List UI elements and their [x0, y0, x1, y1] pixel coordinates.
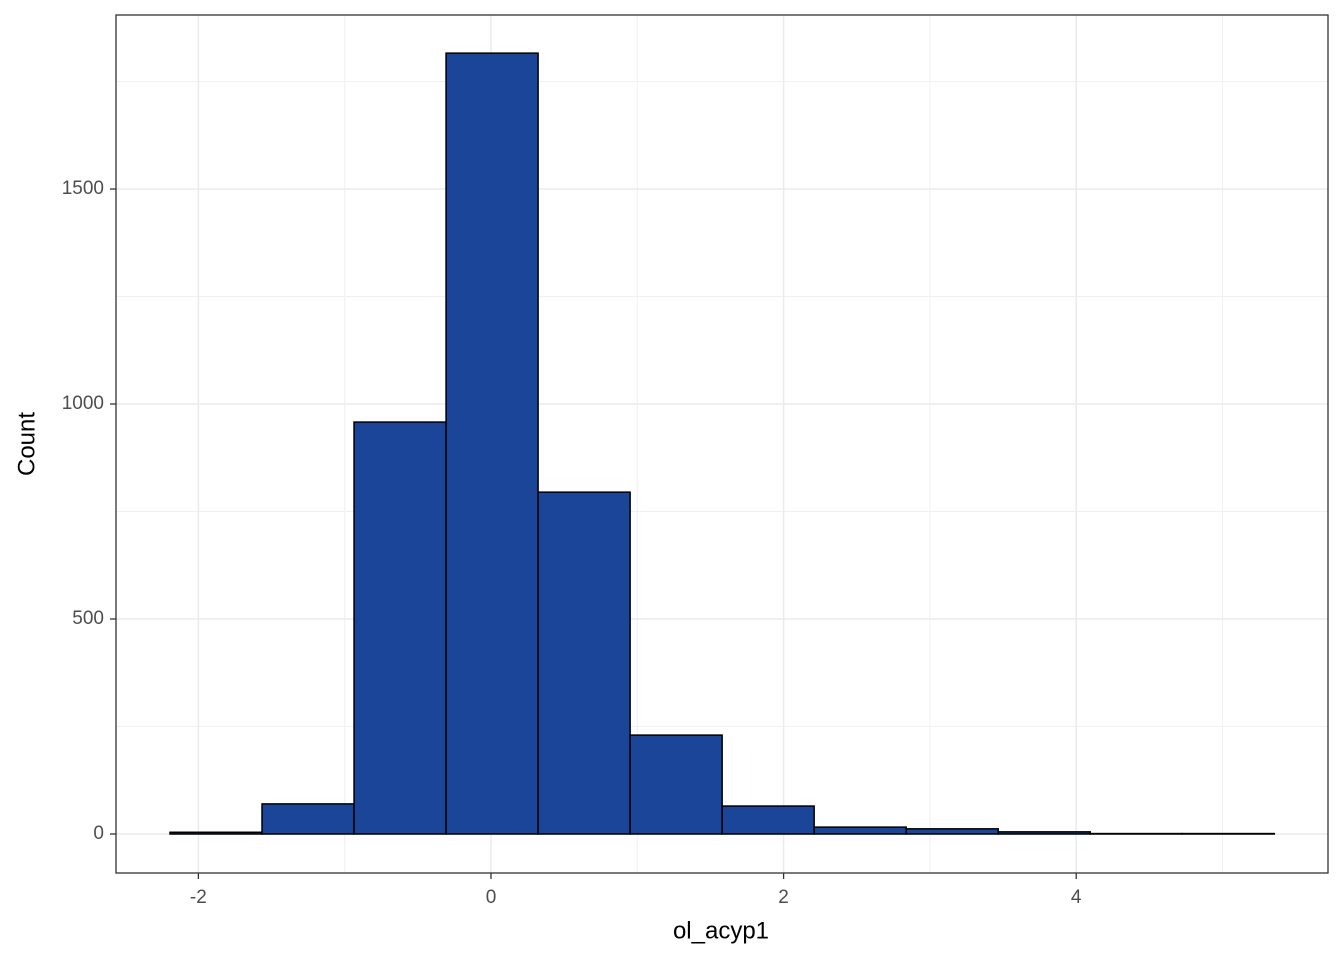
bar	[629, 734, 723, 835]
x-tick-label: 4	[1071, 887, 1082, 908]
x-tick-label: -2	[190, 887, 207, 908]
y-axis-title: Count	[13, 412, 40, 476]
x-tick-label: 2	[778, 887, 789, 908]
x-tick-label: 0	[486, 887, 497, 908]
bar	[813, 826, 907, 835]
bar	[261, 803, 355, 835]
bar	[721, 805, 815, 835]
y-tick-label: 0	[93, 823, 104, 844]
bar	[353, 421, 447, 835]
y-tick-label: 1000	[62, 393, 104, 414]
panel-border	[115, 14, 1329, 874]
bar	[997, 831, 1092, 835]
bar	[905, 828, 999, 835]
y-tick-label: 500	[72, 608, 104, 629]
x-axis-title: ol_acyp1	[673, 917, 769, 944]
y-tick-label: 1500	[62, 178, 104, 199]
bar	[169, 831, 263, 835]
bar	[445, 52, 539, 835]
bar	[537, 491, 631, 835]
